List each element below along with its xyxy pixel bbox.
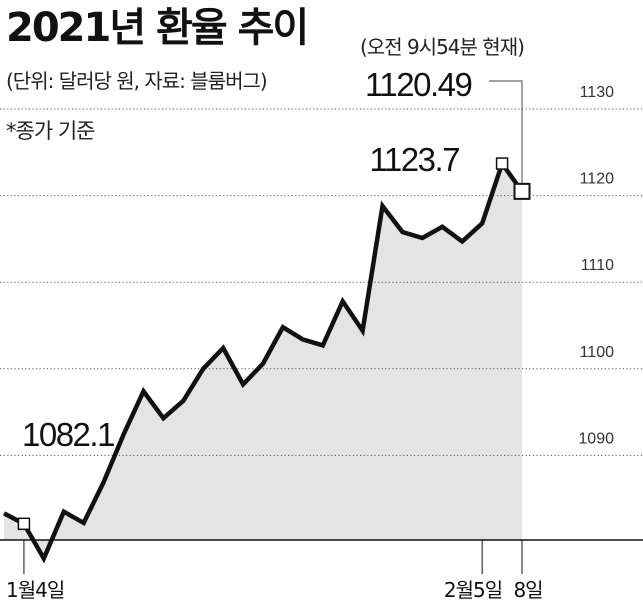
area-fill (4, 163, 522, 559)
series-line (2, 158, 524, 564)
x-tick-label-1: 2월5일 (444, 578, 502, 602)
y-tick-label-1120: 1120 (580, 171, 615, 188)
data-point-marker-26 (513, 182, 531, 200)
x-tick-label-2: 8일 (513, 578, 542, 602)
chart-subtitle: (단위: 달러당 원, 자료: 블룸버그) (6, 69, 268, 93)
data-label-1: 1082.1 (22, 416, 114, 453)
y-tick-label-1100: 1100 (580, 344, 615, 361)
data-label-26: 1120.49 (365, 66, 471, 103)
x-tick-label-0: 1월4일 (6, 578, 64, 602)
chart-title: 2021년 환율 추이 (6, 5, 309, 51)
data-label-25: 1123.7 (370, 141, 460, 178)
y-tick-label-1130: 1130 (580, 84, 615, 101)
timestamp-label: (오전 9시54분 현재) (360, 35, 525, 59)
y-tick-label-1110: 1110 (581, 257, 614, 274)
y-tick-label-1090: 1090 (578, 430, 614, 447)
data-point-marker-1 (17, 517, 31, 531)
callout-leader-line (489, 80, 523, 184)
data-point-marker-25 (495, 157, 509, 170)
chart-note: *종가 기준 (6, 119, 95, 143)
